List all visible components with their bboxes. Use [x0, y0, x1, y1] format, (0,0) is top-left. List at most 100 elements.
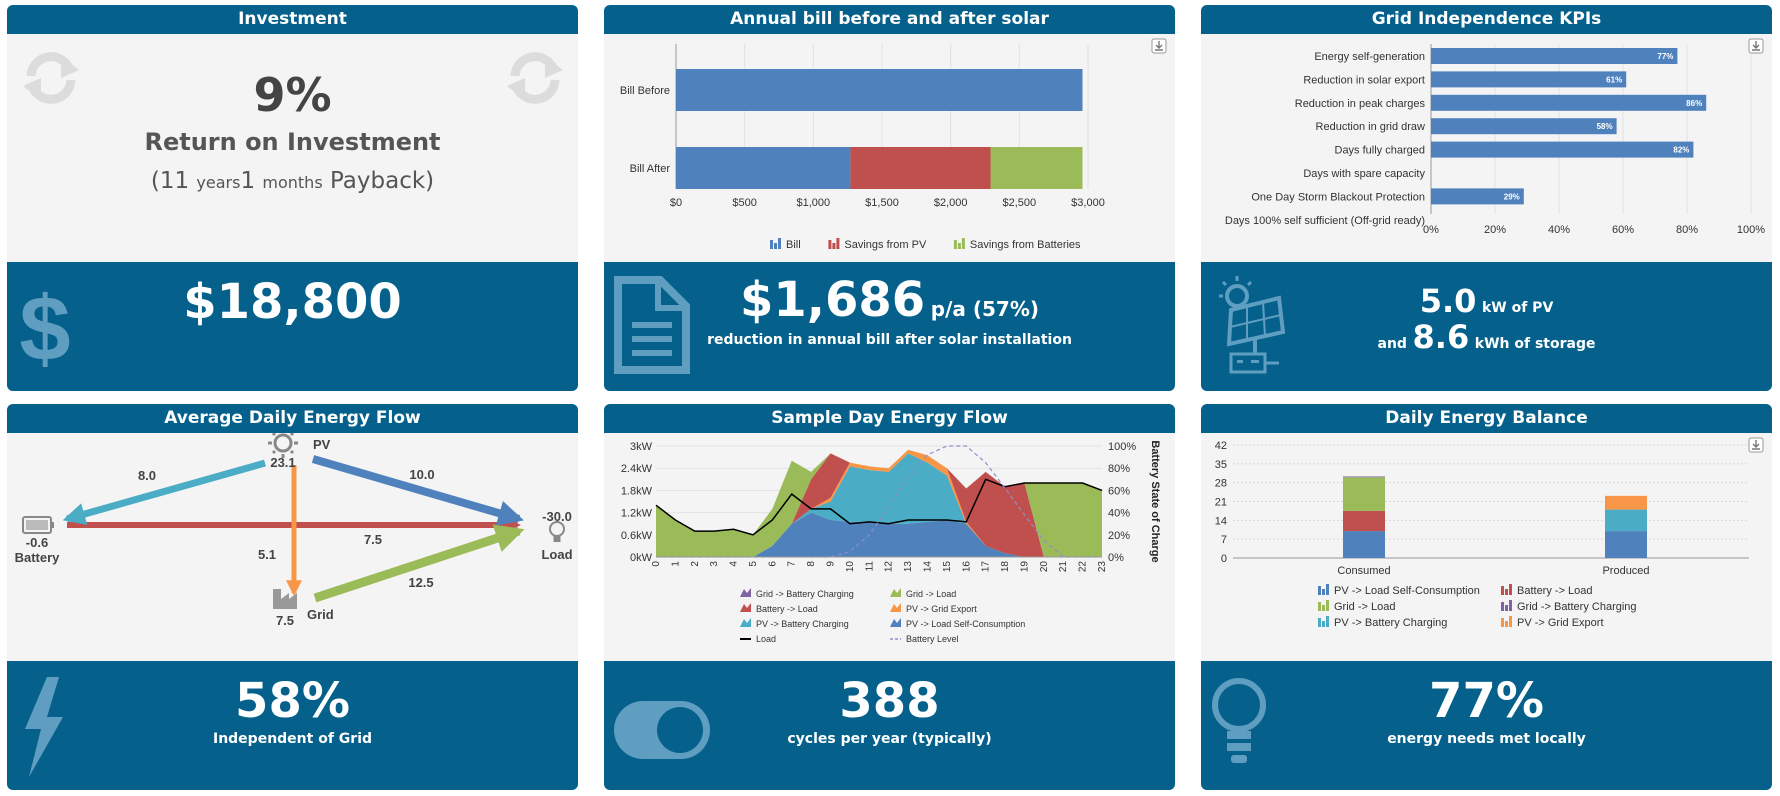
investment-panel: Investment 9% Return on Investment (11 y…	[7, 5, 578, 391]
category-label: Consumed	[1337, 565, 1390, 577]
pv-value: 5.0	[1419, 282, 1477, 320]
x-tick-label: 20%	[1484, 224, 1506, 236]
panel-title: Average Daily Energy Flow	[7, 404, 578, 433]
x-tick-label: 5	[748, 561, 759, 567]
battery-level-line	[656, 445, 1102, 558]
legend-label: PV -> Grid Export	[906, 604, 977, 614]
kpi-bar	[1431, 118, 1617, 135]
legend-icon	[957, 243, 961, 249]
legend-icon	[1505, 589, 1508, 595]
y-tick-label: 14	[1215, 515, 1227, 527]
local-energy-percent: 77%	[1429, 673, 1544, 729]
x-tick-label: 40%	[1548, 224, 1570, 236]
refresh-icon	[23, 52, 79, 104]
pv-size: 5.0 kW of PV	[1201, 282, 1772, 320]
y2-tick-label: 40%	[1108, 508, 1130, 520]
storage-size: and 8.6 kWh of storage	[1201, 318, 1772, 356]
y-tick-label: 0kW	[630, 552, 653, 564]
dollar-icon: $	[19, 278, 70, 380]
legend-label: PV -> Battery Charging	[756, 619, 849, 629]
legend-label: Grid -> Battery Charging	[1517, 601, 1637, 613]
roi-value: 9%	[253, 68, 332, 122]
x-tick-label: 0%	[1423, 224, 1439, 236]
sample-day-panel: Sample Day Energy Flow 0kW 0.6kW 1.2kW 1.8k…	[604, 404, 1175, 790]
kpi-bar	[1431, 71, 1627, 88]
x-tick-label: $1,500	[865, 197, 899, 209]
y-tick-label: 42	[1215, 440, 1227, 452]
x-tick-label: 4	[729, 561, 740, 567]
legend-area-icon	[740, 588, 751, 597]
area-series	[656, 453, 1102, 557]
flow-arrow-grid-load	[313, 524, 525, 603]
flow-diagram-svg: PV 23.1 -0.6 Battery -30.0 Load Grid 7.5…	[15, 428, 573, 628]
kpi-category: Reduction in solar export	[1303, 74, 1425, 86]
pv-unit: kW of PV	[1481, 300, 1554, 316]
toggle-icon	[614, 701, 710, 759]
download-icon[interactable]	[1151, 38, 1167, 54]
legend-icon	[836, 238, 840, 249]
kpi-bar-label: 29%	[1504, 192, 1520, 201]
download-icon[interactable]	[1748, 38, 1764, 54]
download-icon[interactable]	[1748, 437, 1764, 453]
legend-icon	[1318, 586, 1321, 595]
x-tick-label: 2	[690, 561, 701, 567]
balance-panel: Daily Energy Balance 0 7 14 21 28 35 42 Consume…	[1201, 404, 1772, 790]
area-series	[656, 512, 1102, 557]
kpi-bar	[1431, 48, 1678, 64]
x-tick-label: 1	[670, 561, 681, 567]
legend-icon	[778, 238, 781, 249]
kpi-bar-label: 61%	[1606, 75, 1622, 84]
legend-area-icon	[890, 588, 901, 597]
x-tick-label: $3,000	[1071, 197, 1105, 209]
pv-label: PV	[313, 437, 331, 452]
refresh-icon	[507, 52, 563, 104]
pv-value: 23.1	[270, 455, 295, 470]
area-series	[656, 449, 1102, 557]
x-tick-label: $2,500	[1003, 197, 1037, 209]
bar-segment	[1343, 531, 1385, 558]
x-tick-label: 8	[806, 561, 817, 567]
panel-title: Annual bill before and after solar	[604, 5, 1175, 34]
payback: (11 years1 months Payback)	[150, 168, 435, 194]
kpi-category: Reduction in peak charges	[1295, 98, 1426, 110]
legend-label: Savings from PV	[844, 239, 927, 251]
x-tick-label: 9	[826, 561, 837, 567]
legend-label: PV -> Load Self-Consumption	[906, 619, 1025, 629]
legend-icon	[774, 243, 777, 249]
bar-segment	[1343, 476, 1385, 478]
area-series	[656, 449, 1102, 557]
legend-icon	[1509, 584, 1512, 595]
bill-amount: $1,686	[739, 272, 926, 328]
investment-total: $18,800	[183, 274, 402, 330]
lightning-icon	[25, 677, 63, 777]
flow-arrow-pv-battery	[62, 459, 266, 525]
grid-independence: 58%	[235, 673, 350, 729]
y-tick-label: 3kW	[630, 441, 653, 453]
legend-icon	[1505, 605, 1508, 611]
kpi-category: Days fully charged	[1335, 145, 1426, 157]
annual-bill-chart: $0 $500 $1,000 $1,500 $2,000 $2,500 $3,000 Bill…	[604, 34, 1175, 262]
legend-label: Grid -> Battery Charging	[756, 589, 854, 599]
legend-icon	[1322, 589, 1325, 595]
grid-independence-caption: Independent of Grid	[212, 731, 373, 747]
kpi-category: Energy self-generation	[1314, 51, 1425, 63]
annual-bill-footer: $1,686 p/a (57%) reduction in annual bil…	[604, 262, 1175, 391]
legend-label: Battery -> Load	[1517, 585, 1593, 597]
balance-chart: 0 7 14 21 28 35 42 Consumed Produced PV -> Load S…	[1201, 433, 1772, 661]
x-tick-label: 11	[864, 561, 875, 572]
kpi-bar	[1431, 188, 1524, 205]
y2-tick-label: 80%	[1108, 463, 1130, 475]
x-tick-label: 3	[709, 561, 720, 567]
kpi-category: One Day Storm Blackout Protection	[1251, 191, 1425, 203]
x-tick-label: 20	[1039, 561, 1050, 573]
flow-label-battery-load: 7.5	[364, 532, 382, 547]
category-label: Bill After	[630, 163, 671, 175]
battery-value: -0.6	[26, 535, 48, 550]
panel-title: Investment	[7, 5, 578, 34]
legend-icon	[1501, 618, 1504, 627]
local-energy-caption: energy needs met locally	[1387, 731, 1586, 747]
x-tick-label: $1,000	[797, 197, 831, 209]
bill-unit: p/a (57%)	[930, 297, 1040, 321]
y2-axis-label: Battery State of Charge	[1149, 440, 1161, 562]
legend-icon	[1318, 618, 1321, 627]
